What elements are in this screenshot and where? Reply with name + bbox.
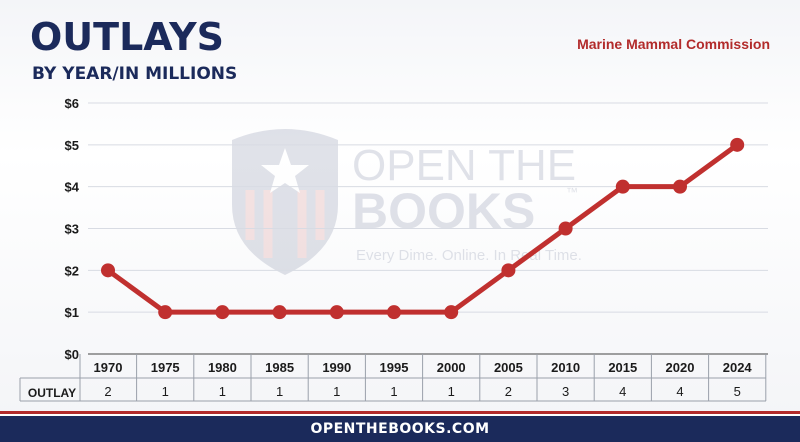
series-line (105, 142, 740, 315)
y-tick-label: $5 (65, 138, 79, 153)
y-axis-ticks: $0 $1 $2 $3 $4 $5 $6 (65, 96, 80, 362)
outlay-line (105, 142, 740, 315)
y-tick-label: $3 (65, 222, 79, 237)
x-tick-label: 2000 (437, 360, 466, 375)
watermark-trademark: ™ (566, 185, 578, 199)
x-tick-label: 1990 (322, 360, 351, 375)
watermark-line2: BOOKS (352, 183, 535, 239)
data-point-2000 (444, 305, 459, 320)
table-value-1990: 1 (333, 384, 340, 399)
data-points (101, 137, 745, 320)
table-value-2005: 2 (505, 384, 512, 399)
x-tick-label: 2015 (608, 360, 637, 375)
table-value-2015: 4 (619, 384, 626, 399)
table-value-1985: 1 (276, 384, 283, 399)
table-value-2024: 5 (734, 384, 741, 399)
y-tick-label: $6 (65, 96, 79, 111)
data-point-2024 (730, 137, 745, 152)
data-point-2020 (673, 179, 687, 194)
data-point-1975 (158, 305, 173, 320)
data-point-1990 (329, 305, 344, 320)
data-point-1995 (387, 305, 401, 320)
footer-site-link[interactable]: OPENTHEBOOKS.COM (0, 416, 800, 442)
table-value-1980: 1 (219, 384, 226, 399)
table-value-2000: 1 (448, 384, 455, 399)
x-tick-label: 2024 (723, 360, 753, 375)
data-table: OUTLAY 1970 2 1975 1 1980 1 1985 1 1990 1 1995 1 200… (19, 354, 767, 402)
watermark: OPEN THE BOOKS ™ Every Dime. Online. In … (232, 129, 582, 275)
data-point-1980 (215, 305, 230, 320)
chart-title: OUTLAYS (30, 15, 224, 59)
y-tick-label: $1 (65, 305, 79, 320)
x-tick-label: 2020 (666, 360, 695, 375)
shield-logo-icon (232, 129, 338, 275)
y-tick-label: $0 (65, 347, 79, 362)
x-tick-label: 1970 (94, 360, 123, 375)
watermark-line1: OPEN THE (352, 141, 576, 190)
data-point-1970 (101, 263, 115, 278)
data-point-2010 (558, 221, 573, 236)
y-tick-label: $4 (65, 180, 80, 195)
data-point-2005 (501, 263, 516, 278)
table-value-1975: 1 (162, 384, 169, 399)
watermark-tagline: Every Dime. Online. In Real Time. (356, 247, 582, 264)
table-value-1995: 1 (390, 384, 397, 399)
table-value-2020: 4 (676, 384, 683, 399)
x-tick-label: 1980 (208, 360, 237, 375)
data-point-1985 (272, 305, 287, 320)
chart-subtitle: BY YEAR/IN MILLIONS (32, 64, 238, 84)
x-tick-label: 2010 (551, 360, 580, 375)
x-tick-label: 1975 (151, 360, 180, 375)
x-tick-label: 1995 (380, 360, 409, 375)
x-tick-label: 2005 (494, 360, 523, 375)
table-value-2010: 3 (562, 384, 569, 399)
data-point-2015 (615, 179, 630, 194)
agency-name: Marine Mammal Commission (577, 36, 770, 52)
footer-white-stripe (0, 414, 800, 416)
table-value-1970: 2 (104, 384, 111, 399)
y-tick-label: $2 (65, 263, 79, 278)
table-row-label: OUTLAY (28, 386, 76, 400)
x-tick-label: 1985 (265, 360, 294, 375)
footer-red-stripe (0, 411, 800, 414)
